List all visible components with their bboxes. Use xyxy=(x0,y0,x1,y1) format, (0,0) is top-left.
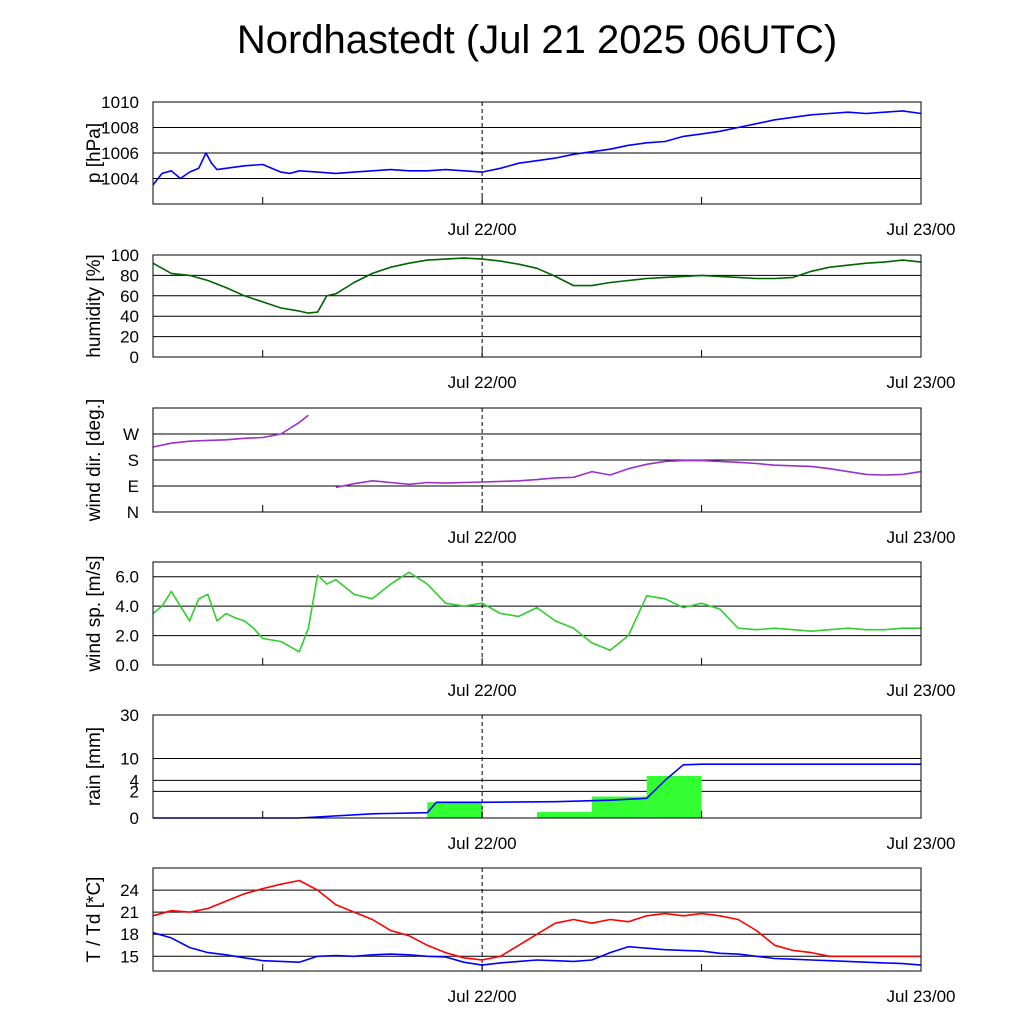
plot-frame xyxy=(152,101,922,205)
chart-title: Nordhastedt (Jul 21 2025 06UTC) xyxy=(236,18,838,62)
plot-frame xyxy=(152,714,922,819)
y-axis-label: humidity [%] xyxy=(84,254,105,357)
y-tick-label: 30 xyxy=(120,706,139,725)
rain-bar xyxy=(591,796,647,818)
y-tick-label: 40 xyxy=(120,307,139,326)
y-axis-label: wind sp. [m/s] xyxy=(84,555,105,672)
y-tick-label: 6.0 xyxy=(115,568,139,587)
x-tick-label: Jul 23/00 xyxy=(887,528,956,547)
y-tick-label: 15 xyxy=(120,947,139,966)
series-line xyxy=(152,257,922,314)
y-tick-label: 0 xyxy=(130,348,139,367)
x-tick-label: Jul 22/00 xyxy=(448,528,517,547)
series-line xyxy=(152,571,921,653)
y-axis-label: rain [mm] xyxy=(84,727,105,806)
y-tick-label: 18 xyxy=(120,925,139,944)
rain-bar xyxy=(427,802,483,818)
y-tick-label: E xyxy=(128,477,139,496)
series-line xyxy=(152,879,921,961)
y-tick-label: 100 xyxy=(111,246,139,265)
y-axis-label: wind dir. [deg.] xyxy=(84,399,105,523)
series-line xyxy=(152,931,922,966)
x-tick-label: Jul 22/00 xyxy=(448,834,517,853)
rain-bar xyxy=(646,775,702,818)
x-tick-label: Jul 23/00 xyxy=(887,373,956,392)
rain-bar xyxy=(537,812,592,818)
x-tick-label: Jul 23/00 xyxy=(887,834,956,853)
y-tick-label: 80 xyxy=(120,266,139,285)
y-tick-label: N xyxy=(127,503,139,522)
y-tick-label: 4.0 xyxy=(115,597,139,616)
y-axis-label: p [hPa] xyxy=(84,123,105,183)
y-tick-label: 0.0 xyxy=(115,656,139,675)
y-tick-label: W xyxy=(123,425,139,444)
series-line xyxy=(152,414,922,489)
y-axis-label: T / Td [*C] xyxy=(84,877,105,963)
y-tick-label: 2.0 xyxy=(115,627,139,646)
y-tick-label: 24 xyxy=(120,881,139,900)
y-tick-label: 4 xyxy=(130,771,139,790)
y-tick-label: 1010 xyxy=(101,93,139,112)
x-tick-label: Jul 23/00 xyxy=(887,220,956,239)
plot-frame xyxy=(152,867,922,972)
y-tick-label: 1008 xyxy=(101,119,139,138)
y-tick-label: 10 xyxy=(120,750,139,769)
x-tick-label: Jul 23/00 xyxy=(887,681,956,700)
plot-frame xyxy=(152,561,922,666)
plot-frame xyxy=(152,254,922,358)
x-tick-label: Jul 22/00 xyxy=(448,373,517,392)
series-line xyxy=(153,763,921,819)
y-tick-label: 21 xyxy=(120,903,139,922)
y-tick-label: 1004 xyxy=(101,170,139,189)
series-line xyxy=(152,110,922,186)
y-tick-label: S xyxy=(128,451,139,470)
y-tick-label: 60 xyxy=(120,287,139,306)
y-tick-label: 0 xyxy=(130,809,139,828)
y-tick-label: 20 xyxy=(120,328,139,347)
y-tick-label: 2 xyxy=(130,782,139,801)
x-tick-label: Jul 22/00 xyxy=(448,987,517,1006)
x-tick-label: Jul 22/00 xyxy=(448,681,517,700)
x-tick-label: Jul 22/00 xyxy=(448,220,517,239)
x-tick-label: Jul 23/00 xyxy=(887,987,956,1006)
plot-frame xyxy=(152,407,922,513)
y-tick-label: 1006 xyxy=(101,144,139,163)
